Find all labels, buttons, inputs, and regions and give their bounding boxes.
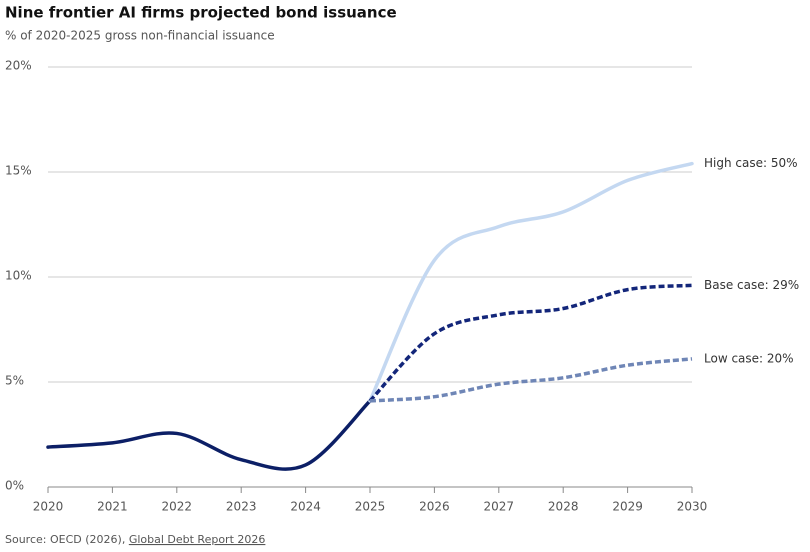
- source-text: Source: OECD (2026),: [5, 533, 129, 546]
- y-tick-label: 5%: [5, 374, 24, 388]
- chart-subtitle: % of 2020-2025 gross non-financial issua…: [5, 29, 275, 43]
- series-label: Low case: 20%: [704, 351, 794, 365]
- source-link[interactable]: Global Debt Report 2026: [129, 533, 266, 546]
- y-tick-label: 20%: [5, 59, 32, 73]
- series-line: [369, 357, 693, 403]
- x-tick-label: 2022: [162, 500, 193, 514]
- x-tick-label: 2023: [226, 500, 257, 514]
- x-tick-label: 2025: [355, 500, 386, 514]
- source: Source: OECD (2026), Global Debt Report …: [5, 533, 265, 546]
- x-tick-label: 2021: [97, 500, 128, 514]
- series-line: [368, 283, 693, 403]
- series-line: [46, 399, 372, 471]
- x-tick-label: 2028: [548, 500, 579, 514]
- x-tick-label: 2029: [612, 500, 643, 514]
- series-label: Base case: 29%: [704, 278, 799, 292]
- x-tick-label: 2024: [290, 500, 321, 514]
- x-tick-label: 2020: [33, 500, 64, 514]
- y-tick-label: 10%: [5, 269, 32, 283]
- y-tick-label: 15%: [5, 164, 32, 178]
- chart-title: Nine frontier AI firms projected bond is…: [5, 4, 397, 22]
- x-tick-label: 2026: [419, 500, 450, 514]
- y-tick-label: 0%: [5, 479, 24, 493]
- x-tick-label: 2030: [677, 500, 708, 514]
- series-label: High case: 50%: [704, 156, 798, 170]
- series-line: [368, 161, 694, 403]
- x-tick-label: 2027: [484, 500, 515, 514]
